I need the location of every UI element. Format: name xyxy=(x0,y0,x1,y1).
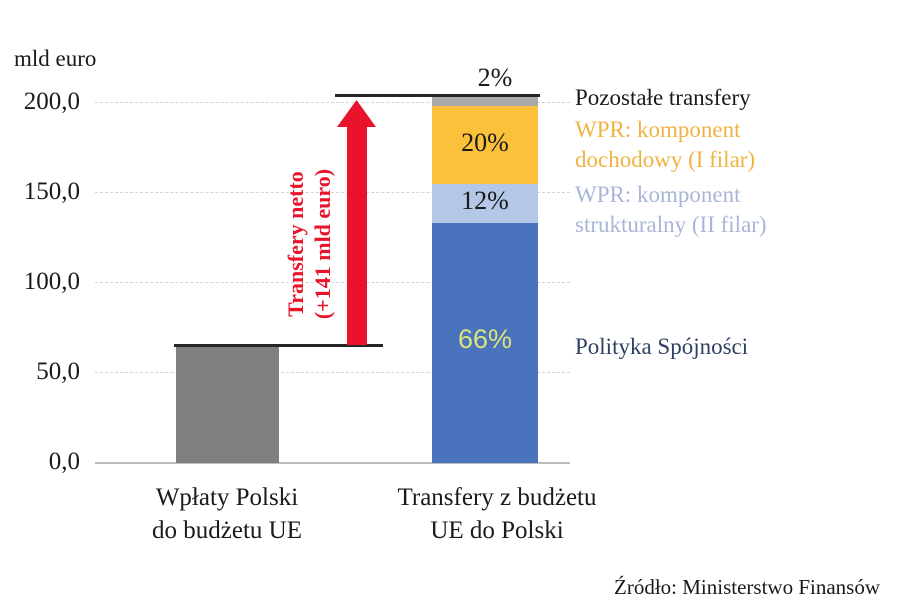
category-label-transfers: Transfery z budżetu UE do Polski xyxy=(367,481,627,547)
label-percent-other: 2% xyxy=(477,63,513,92)
legend-item-wpr-structural-line1: WPR: komponent xyxy=(575,182,741,207)
level-line-transfers xyxy=(335,94,540,97)
category-label-payments-line2: do budżetu UE xyxy=(152,517,302,544)
category-label-payments: Wpłaty Polski do budżetu UE xyxy=(97,481,357,547)
legend-item-cohesion-policy: Polityka Spójności xyxy=(575,332,825,362)
legend-item-wpr-structural: WPR: komponent strukturalny (II filar) xyxy=(575,180,825,240)
net-transfer-annotation: Transfery netto (+141 mld euro) xyxy=(282,139,338,349)
gridline-100 xyxy=(95,282,570,283)
category-label-payments-line1: Wpłaty Polski xyxy=(155,484,299,511)
bar-segment-other-transfers xyxy=(432,97,538,106)
category-label-transfers-line2: UE do Polski xyxy=(430,517,564,544)
legend-item-wpr-income-line1: WPR: komponent xyxy=(575,117,741,142)
category-label-transfers-line1: Transfery z budżetu xyxy=(397,484,597,511)
gridline-200 xyxy=(95,102,570,103)
net-transfer-annotation-line1: Transfery netto xyxy=(283,171,308,317)
legend-item-wpr-income: WPR: komponent dochodowy (I filar) xyxy=(575,115,825,175)
label-percent-wpr-income: 20% xyxy=(461,128,509,157)
legend-item-other-transfers-label: Pozostałe transfery xyxy=(575,85,751,110)
x-axis-baseline xyxy=(95,462,570,464)
y-tick-200: 200,0 xyxy=(23,88,80,115)
bar-payments-poland xyxy=(176,346,279,463)
bar-segment-wpr-income xyxy=(432,106,538,184)
gridline-50 xyxy=(95,372,570,373)
label-percent-cohesion: 66% xyxy=(457,324,513,354)
legend-item-wpr-income-line2: dochodowy (I filar) xyxy=(575,147,756,172)
y-axis-unit-label: mld euro xyxy=(14,46,97,71)
source-attribution: Źródło: Ministerstwo Finansów xyxy=(614,575,880,599)
y-tick-150: 150,0 xyxy=(23,178,80,205)
bar-segment-wpr-structural xyxy=(432,184,538,223)
net-transfer-arrow-icon xyxy=(337,100,376,345)
legend-item-other-transfers: Pozostałe transfery xyxy=(575,83,825,113)
label-percent-wpr-structural: 12% xyxy=(461,186,509,215)
bar-segment-cohesion-policy xyxy=(432,223,538,463)
level-line-payments xyxy=(174,344,383,347)
legend-item-cohesion-policy-label: Polityka Spójności xyxy=(575,334,749,359)
y-tick-0: 0,0 xyxy=(48,448,80,475)
net-transfer-annotation-line2: (+141 mld euro) xyxy=(310,168,335,320)
gridline-150 xyxy=(95,192,570,193)
y-tick-100: 100,0 xyxy=(23,268,80,295)
legend-item-wpr-structural-line2: strukturalny (II filar) xyxy=(575,212,767,237)
y-tick-50: 50,0 xyxy=(36,358,80,385)
